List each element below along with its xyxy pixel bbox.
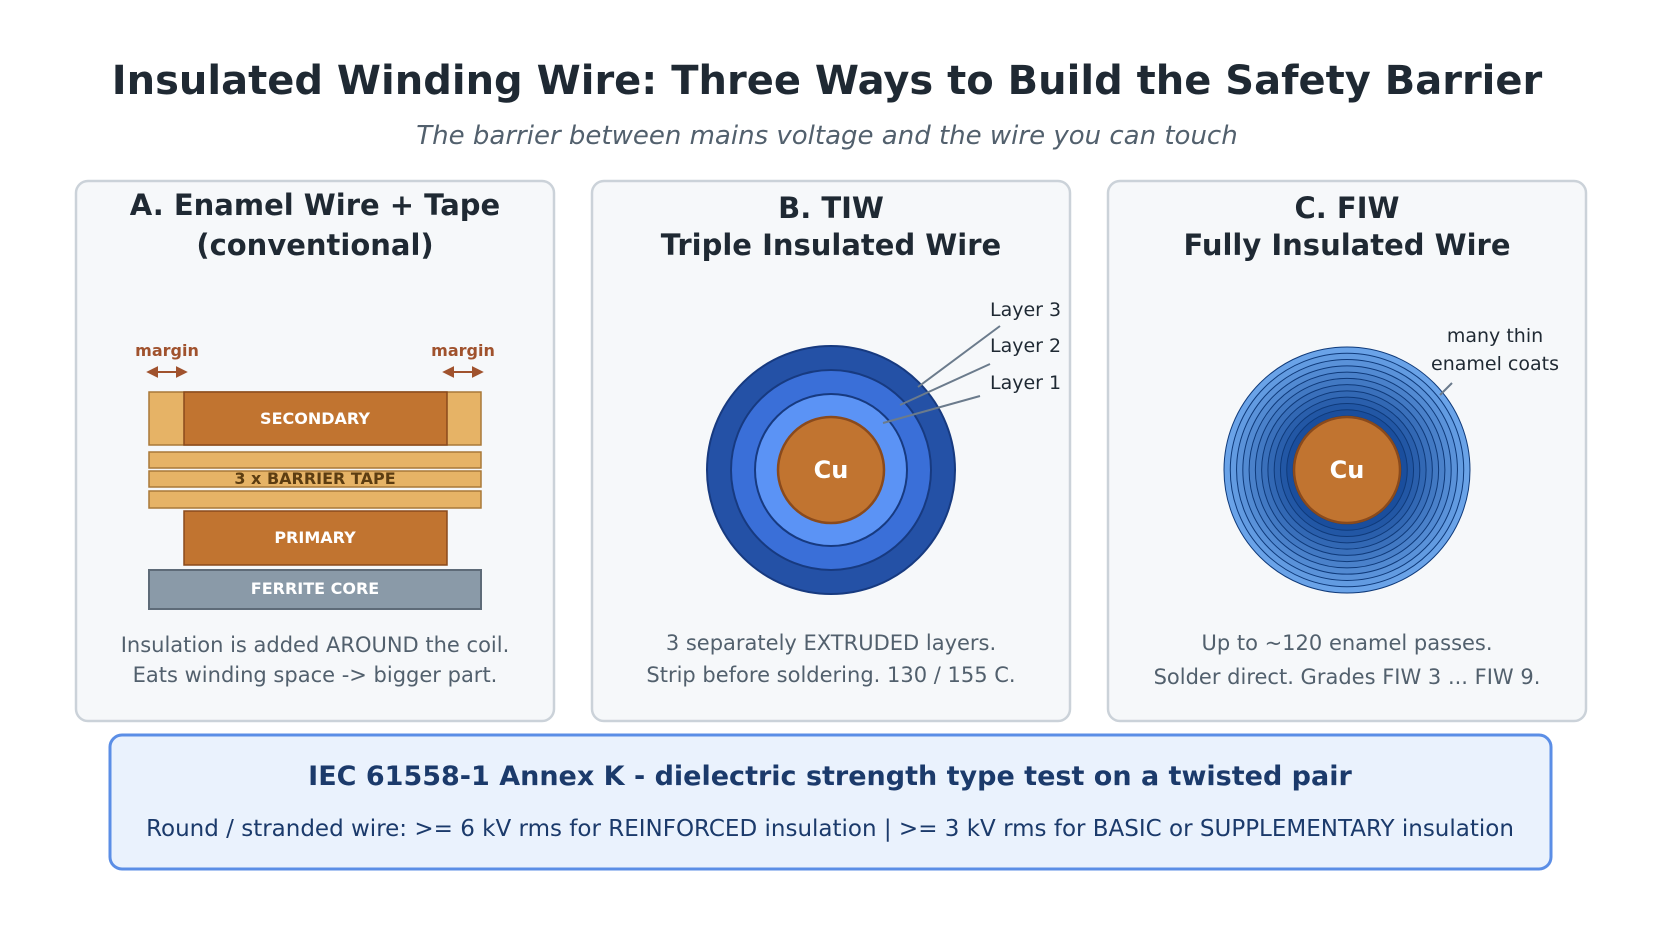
barrier-tape-layer <box>148 470 482 488</box>
layer-3-leader <box>917 325 1001 388</box>
fiw-core-label: Cu <box>1330 456 1365 484</box>
layer-3-label: Layer 3 <box>990 299 1061 321</box>
standard-callout-frame <box>108 733 1553 871</box>
barrier-tape-layer <box>148 490 482 509</box>
panel-c: C. FIW Fully Insulated Wire Cu many thin… <box>1106 179 1588 723</box>
ferrite-core-label: FERRITE CORE <box>251 579 379 598</box>
panel-b-subheading: Triple Insulated Wire <box>661 228 1001 262</box>
coats-leader <box>1439 382 1453 396</box>
layer-1-leader <box>882 395 981 424</box>
secondary-label: SECONDARY <box>260 409 370 428</box>
standard-callout: IEC 61558-1 Annex K - dielectric strengt… <box>108 733 1553 871</box>
panel-c-subheading: Fully Insulated Wire <box>1183 228 1510 262</box>
standard-detail: Round / stranded wire: >= 6 kV rms for R… <box>146 816 1514 842</box>
coats-label-1: many thin <box>1447 325 1543 347</box>
barrier-tape-label: 3 x BARRIER TAPE <box>234 469 395 488</box>
panel-a-subheading: (conventional) <box>196 228 433 262</box>
panel-b: B. TIW Triple Insulated Wire Cu Layer 3 … <box>590 179 1072 723</box>
primary-winding <box>183 510 448 566</box>
panel-a-description-1: Insulation is added AROUND the coil. <box>121 633 510 657</box>
panel-a: A. Enamel Wire + Tape (conventional) mar… <box>74 179 556 723</box>
barrier-tape-layer <box>148 451 482 469</box>
ferrite-core <box>148 569 482 610</box>
panel-b-description-2: Strip before soldering. 130 / 155 C. <box>646 663 1015 687</box>
secondary-winding <box>183 391 448 446</box>
panel-c-heading: C. FIW <box>1295 191 1400 225</box>
page-subtitle: The barrier between mains voltage and th… <box>416 121 1237 151</box>
coats-label-2: enamel coats <box>1431 353 1559 375</box>
panel-a-heading: A. Enamel Wire + Tape <box>130 188 500 222</box>
panel-a-description-2: Eats winding space -> bigger part. <box>133 663 498 687</box>
fiw-copper-core <box>1292 415 1402 525</box>
page-title: Insulated Winding Wire: Three Ways to Bu… <box>112 58 1543 104</box>
margin-label-right: margin <box>431 341 495 360</box>
panel-b-heading: B. TIW <box>778 191 884 225</box>
layer-1-label: Layer 1 <box>990 372 1061 394</box>
panel-c-description-1: Up to ~120 enamel passes. <box>1201 631 1492 655</box>
panel-b-description-1: 3 separately EXTRUDED layers. <box>666 631 996 655</box>
tiw-core-label: Cu <box>814 456 849 484</box>
standard-heading: IEC 61558-1 Annex K - dielectric strengt… <box>308 761 1352 792</box>
layer-2-leader <box>899 363 991 406</box>
panel-c-description-2: Solder direct. Grades FIW 3 ... FIW 9. <box>1154 665 1541 689</box>
margin-label-left: margin <box>135 341 199 360</box>
layer-2-label: Layer 2 <box>990 335 1061 357</box>
tiw-copper-core <box>776 415 886 525</box>
primary-label: PRIMARY <box>274 528 356 547</box>
